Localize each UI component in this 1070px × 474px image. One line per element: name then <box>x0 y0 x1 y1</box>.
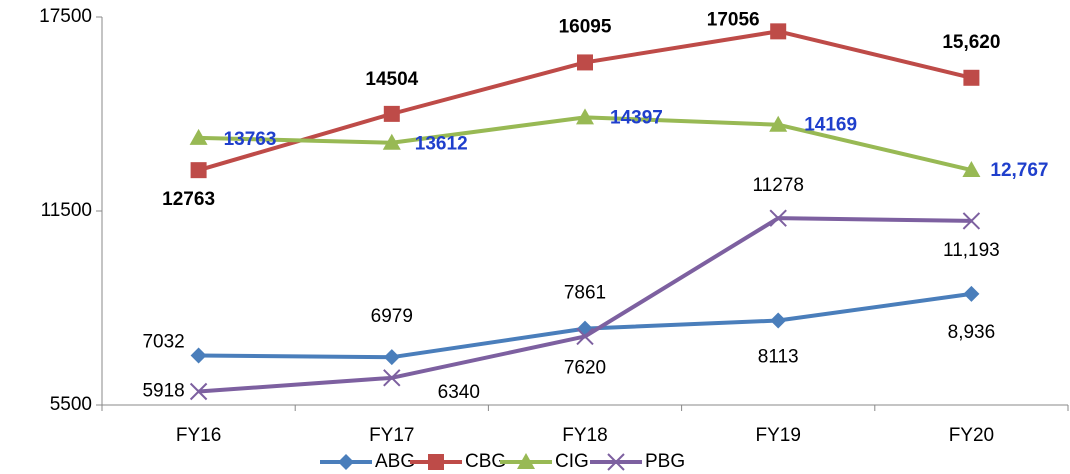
data-label: 13763 <box>224 129 277 150</box>
point-marker <box>962 161 981 178</box>
point-marker <box>190 347 207 364</box>
y-tick-label: 5500 <box>50 394 92 415</box>
y-tick-label: 17500 <box>39 6 92 27</box>
point-marker <box>963 69 980 86</box>
legend-label: ABG <box>375 451 415 472</box>
point-marker <box>769 115 788 132</box>
data-label: 12,767 <box>990 160 1048 181</box>
data-label: 5918 <box>142 381 184 402</box>
point-marker <box>576 327 594 346</box>
point-marker <box>963 285 980 302</box>
data-label: 14504 <box>365 69 418 90</box>
x-tick-label: FY20 <box>949 425 994 446</box>
point-marker <box>962 212 981 230</box>
point-marker <box>577 54 593 71</box>
data-label: 8113 <box>758 347 799 368</box>
data-label: 12763 <box>162 189 215 210</box>
legend-marker <box>517 453 535 469</box>
legend-label: CIG <box>555 451 589 472</box>
data-label: 14169 <box>804 115 857 136</box>
data-label: 16095 <box>559 16 612 37</box>
data-label: 11278 <box>752 175 803 196</box>
data-label: 14397 <box>610 107 663 128</box>
data-label: 7032 <box>142 331 184 352</box>
data-label: 7620 <box>564 357 606 378</box>
point-marker <box>383 105 400 122</box>
legend-marker <box>428 454 444 470</box>
x-tick-label: FY16 <box>176 425 221 446</box>
data-label: 8,936 <box>948 322 996 343</box>
legend-label: CBG <box>465 451 506 472</box>
point-marker <box>769 209 787 227</box>
data-label: 6340 <box>438 382 480 403</box>
legend-marker <box>338 454 354 470</box>
legend-marker <box>607 453 625 471</box>
data-label: 13612 <box>415 134 468 155</box>
y-tick-label: 11500 <box>41 200 92 221</box>
x-tick-label: FY17 <box>369 425 414 446</box>
point-marker <box>576 108 594 125</box>
data-label: 6979 <box>371 306 413 327</box>
data-label: 11,193 <box>943 240 1000 261</box>
x-tick-label: FY18 <box>562 425 607 446</box>
data-label: 17056 <box>707 9 760 30</box>
x-tick-label: FY19 <box>755 425 800 446</box>
point-marker <box>190 162 207 179</box>
point-marker <box>382 133 401 150</box>
point-marker <box>189 382 208 401</box>
series-line <box>198 29 972 173</box>
point-marker <box>770 23 787 40</box>
legend-label: PBG <box>645 451 685 472</box>
point-marker <box>383 349 400 366</box>
point-marker <box>189 128 208 145</box>
data-label: 7861 <box>564 283 606 304</box>
point-marker <box>383 369 401 387</box>
point-marker <box>770 312 787 329</box>
data-label: 15,620 <box>942 32 1000 53</box>
